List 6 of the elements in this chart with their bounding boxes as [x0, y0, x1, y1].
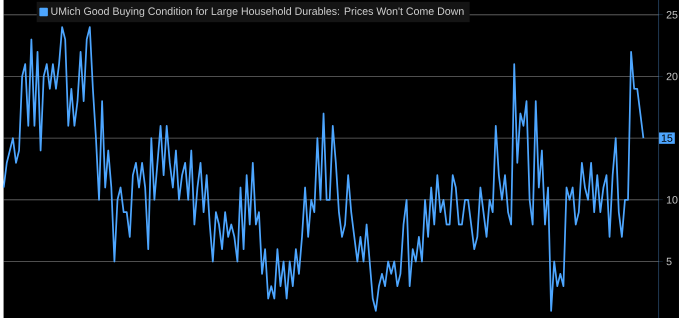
- data-label: 15: [662, 134, 672, 142]
- y-tick-label: 5: [666, 258, 672, 266]
- y-tick-label: 10: [666, 196, 678, 204]
- legend-label: UMich Good Buying Condition for Large Household Durables: Prices Won't Come Down: [51, 7, 464, 17]
- y-tick-label: 25: [666, 10, 678, 18]
- y-tick-label: 20: [666, 72, 678, 80]
